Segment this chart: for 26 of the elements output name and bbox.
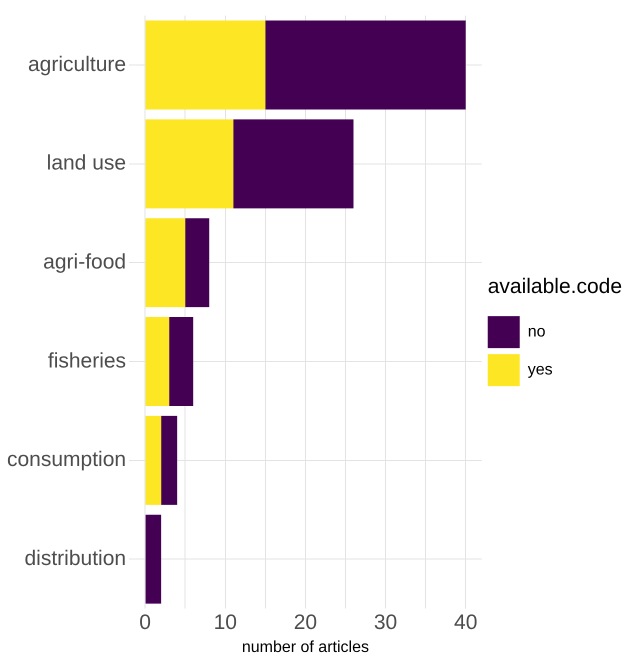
x-tick-label: 30	[374, 610, 398, 634]
bar	[146, 20, 266, 110]
bar	[146, 416, 162, 505]
bar	[185, 218, 210, 308]
bar	[233, 119, 354, 208]
y-tick-label: land use	[46, 152, 126, 175]
bar	[146, 218, 186, 308]
legend-label: no	[528, 324, 546, 341]
x-tick-label: 10	[214, 610, 237, 634]
y-tick-label: distribution	[24, 546, 126, 570]
legend-title: available.code	[488, 275, 622, 298]
x-tick-label: 40	[454, 610, 478, 634]
bar	[169, 317, 194, 406]
bar	[146, 119, 234, 208]
y-tick-label: agriculture	[28, 52, 126, 76]
y-tick-label: consumption	[6, 448, 126, 472]
bar	[265, 20, 466, 110]
bar	[161, 416, 178, 505]
x-axis-title: number of articles	[242, 638, 369, 656]
y-tick-label: fisheries	[48, 349, 126, 372]
bar	[146, 514, 162, 604]
legend-label: yes	[528, 362, 553, 379]
x-tick-label: 20	[294, 610, 318, 634]
x-tick-label: 0	[139, 610, 151, 634]
bar	[146, 317, 170, 406]
y-tick-label: agri-food	[43, 250, 126, 274]
